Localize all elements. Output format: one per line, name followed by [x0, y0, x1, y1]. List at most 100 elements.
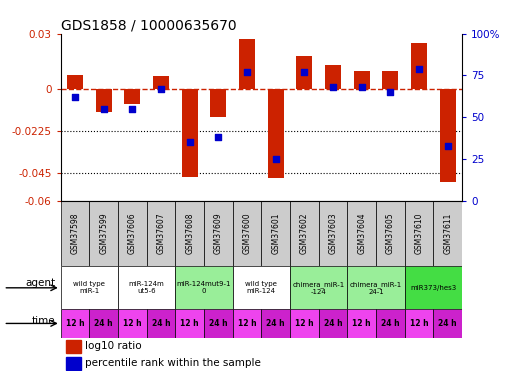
Bar [61, 266, 118, 309]
Text: GSM37598: GSM37598 [71, 213, 80, 254]
Bar [89, 309, 118, 338]
Text: 24 h: 24 h [267, 319, 285, 328]
Bar [233, 266, 290, 309]
Text: time: time [32, 316, 55, 326]
Text: 12 h: 12 h [352, 319, 371, 328]
Bar [153, 76, 169, 89]
Bar [89, 201, 118, 266]
Bar [376, 309, 404, 338]
Bar [376, 201, 404, 266]
Point [71, 94, 79, 100]
Point [386, 89, 394, 95]
Bar [290, 201, 319, 266]
Bar [433, 309, 462, 338]
Text: 24 h: 24 h [152, 319, 171, 328]
Bar [67, 340, 81, 352]
Text: GSM37610: GSM37610 [414, 213, 423, 254]
Point [214, 134, 223, 140]
Bar [175, 266, 233, 309]
Bar [290, 309, 319, 338]
Bar [233, 309, 261, 338]
Bar [204, 309, 233, 338]
Bar [61, 309, 89, 338]
Text: GSM37599: GSM37599 [99, 213, 108, 254]
Bar [433, 201, 462, 266]
Bar [347, 201, 376, 266]
Text: GSM37605: GSM37605 [386, 213, 395, 254]
Bar [239, 39, 255, 89]
Bar [118, 266, 175, 309]
Text: chimera_miR-1
24-1: chimera_miR-1 24-1 [350, 281, 402, 295]
Point [329, 84, 337, 90]
Text: GSM37600: GSM37600 [242, 213, 251, 254]
Text: miR373/hes3: miR373/hes3 [410, 285, 457, 291]
Bar [319, 309, 347, 338]
Text: 12 h: 12 h [123, 319, 142, 328]
Bar [297, 56, 312, 89]
Point [99, 106, 108, 112]
Text: 24 h: 24 h [209, 319, 228, 328]
Text: 12 h: 12 h [66, 319, 84, 328]
Bar [404, 309, 433, 338]
Bar [147, 309, 175, 338]
Bar [261, 201, 290, 266]
Point [415, 66, 423, 72]
Point [185, 139, 194, 145]
Text: 12 h: 12 h [238, 319, 256, 328]
Bar [147, 201, 175, 266]
Text: miR-124m
ut5-6: miR-124m ut5-6 [129, 281, 165, 294]
Text: GSM37611: GSM37611 [443, 213, 452, 254]
Bar [175, 201, 204, 266]
Text: GSM37602: GSM37602 [300, 213, 309, 254]
Bar [404, 201, 433, 266]
Bar [175, 309, 204, 338]
Text: 12 h: 12 h [410, 319, 428, 328]
Text: 12 h: 12 h [295, 319, 314, 328]
Bar [182, 89, 197, 177]
Text: 12 h: 12 h [181, 319, 199, 328]
Text: wild type
miR-124: wild type miR-124 [246, 281, 277, 294]
Bar [211, 89, 226, 117]
Text: GSM37604: GSM37604 [357, 213, 366, 254]
Bar [61, 201, 89, 266]
Text: GSM37603: GSM37603 [328, 213, 337, 254]
Point [157, 86, 165, 92]
Bar [290, 266, 347, 309]
Text: GDS1858 / 10000635670: GDS1858 / 10000635670 [61, 19, 237, 33]
Text: chimera_miR-1
-124: chimera_miR-1 -124 [293, 281, 345, 295]
Bar [261, 309, 290, 338]
Text: GSM37607: GSM37607 [156, 213, 166, 254]
Point [300, 69, 308, 75]
Text: GSM37606: GSM37606 [128, 213, 137, 254]
Bar [411, 43, 427, 89]
Point [128, 106, 137, 112]
Bar [354, 71, 370, 89]
Text: 24 h: 24 h [381, 319, 400, 328]
Bar [347, 266, 404, 309]
Bar [347, 309, 376, 338]
Bar [233, 201, 261, 266]
Text: 24 h: 24 h [324, 319, 342, 328]
Point [357, 84, 366, 90]
Bar [325, 65, 341, 89]
Bar [404, 266, 462, 309]
Point [271, 156, 280, 162]
Bar [440, 89, 456, 182]
Bar [118, 309, 147, 338]
Text: percentile rank within the sample: percentile rank within the sample [85, 358, 261, 368]
Bar [382, 71, 398, 89]
Bar [204, 201, 233, 266]
Bar [268, 89, 284, 178]
Text: agent: agent [25, 279, 55, 288]
Text: GSM37601: GSM37601 [271, 213, 280, 254]
Text: GSM37608: GSM37608 [185, 213, 194, 254]
Text: 24 h: 24 h [95, 319, 113, 328]
Bar [67, 75, 83, 89]
Bar [125, 89, 140, 104]
Bar [319, 201, 347, 266]
Bar [96, 89, 111, 112]
Point [243, 69, 251, 75]
Text: GSM37609: GSM37609 [214, 213, 223, 254]
Text: 24 h: 24 h [438, 319, 457, 328]
Bar [118, 201, 147, 266]
